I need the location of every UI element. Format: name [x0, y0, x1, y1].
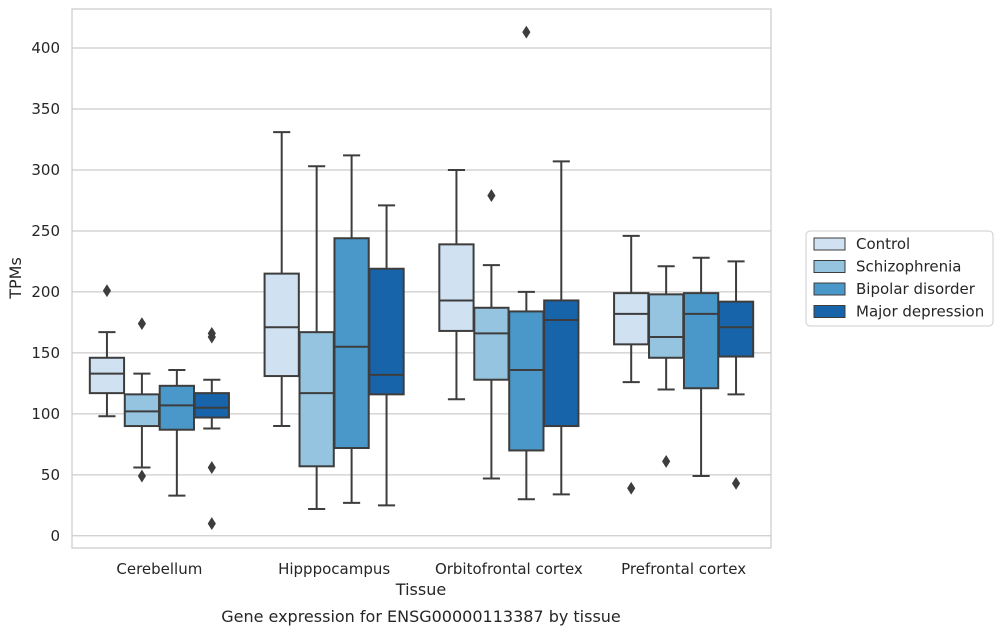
box — [368, 267, 405, 396]
box — [193, 392, 230, 419]
y-tick-label: 100 — [31, 405, 60, 423]
outlier-point — [487, 189, 496, 203]
y-tick-label: 400 — [31, 39, 60, 57]
box — [543, 299, 580, 428]
legend-swatch — [813, 305, 846, 318]
y-tick-label: 300 — [31, 161, 60, 179]
outlier-point — [522, 25, 531, 39]
box — [508, 310, 545, 452]
outlier-point — [207, 517, 216, 531]
outlier-point — [102, 284, 112, 298]
y-tick-label: 50 — [41, 466, 60, 484]
outlier-point — [137, 317, 146, 331]
box — [613, 292, 650, 346]
box — [298, 331, 335, 468]
x-tick-label: Cerebellum — [116, 560, 202, 578]
box-group — [613, 234, 650, 495]
legend-swatch — [813, 260, 846, 273]
box — [473, 306, 510, 381]
y-axis-label: TPMs — [6, 257, 25, 300]
y-axis-ticks: 0 50 100 150 200 250 300 350 400 — [31, 39, 60, 545]
chart-caption: Gene expression for ENSG00000113387 by t… — [221, 607, 621, 626]
x-tick-label: Prefrontal cortex — [621, 560, 746, 578]
box-group — [298, 165, 335, 510]
y-tick-label: 0 — [50, 527, 60, 545]
outlier-point — [207, 461, 216, 474]
legend-label: Major depression — [856, 303, 984, 321]
outlier-point — [137, 469, 146, 483]
box-group — [717, 260, 755, 490]
y-tick-label: 350 — [31, 100, 60, 118]
legend-label: Bipolar disorder — [856, 280, 976, 298]
box — [263, 272, 300, 378]
box-group — [193, 326, 230, 531]
outlier-point — [207, 326, 216, 340]
box-group — [543, 160, 580, 496]
box-layer — [88, 25, 755, 531]
box — [123, 393, 161, 428]
legend: Control Schizophrenia Bipolar disorder Majo… — [805, 230, 994, 327]
y-tick-label: 150 — [31, 344, 60, 362]
x-tick-label: Hipppocampus — [278, 560, 390, 578]
box-group — [473, 189, 510, 480]
legend-label: Control — [856, 235, 910, 253]
box-group — [333, 154, 370, 504]
box-group — [123, 317, 161, 483]
box — [682, 292, 720, 390]
box — [648, 293, 685, 359]
outlier-point — [731, 476, 741, 490]
y-tick-label: 250 — [31, 222, 60, 240]
outlier-point — [662, 454, 671, 468]
legend-swatch — [813, 237, 846, 251]
box-group — [438, 168, 475, 401]
box — [88, 356, 126, 395]
y-tick-label: 200 — [31, 283, 60, 301]
legend-frame — [805, 230, 994, 327]
legend-swatch — [813, 282, 846, 296]
box-group — [648, 265, 685, 468]
box-group — [682, 256, 720, 478]
box-group — [368, 204, 405, 507]
box-group — [508, 25, 545, 501]
legend-label: Schizophrenia — [856, 258, 961, 276]
box — [717, 300, 755, 358]
x-axis-ticks: Cerebellum Hipppocampus Orbitofrontal cort… — [116, 560, 746, 578]
box-group — [88, 284, 126, 418]
outlier-point — [627, 481, 636, 495]
box-group — [158, 368, 195, 497]
box-group — [263, 131, 300, 428]
box — [333, 237, 370, 450]
plot-area-frame — [71, 8, 772, 549]
box — [438, 243, 475, 332]
x-tick-label: Orbitofrontal cortex — [435, 560, 583, 578]
box — [158, 384, 195, 431]
x-axis-label: Tissue — [395, 580, 446, 599]
